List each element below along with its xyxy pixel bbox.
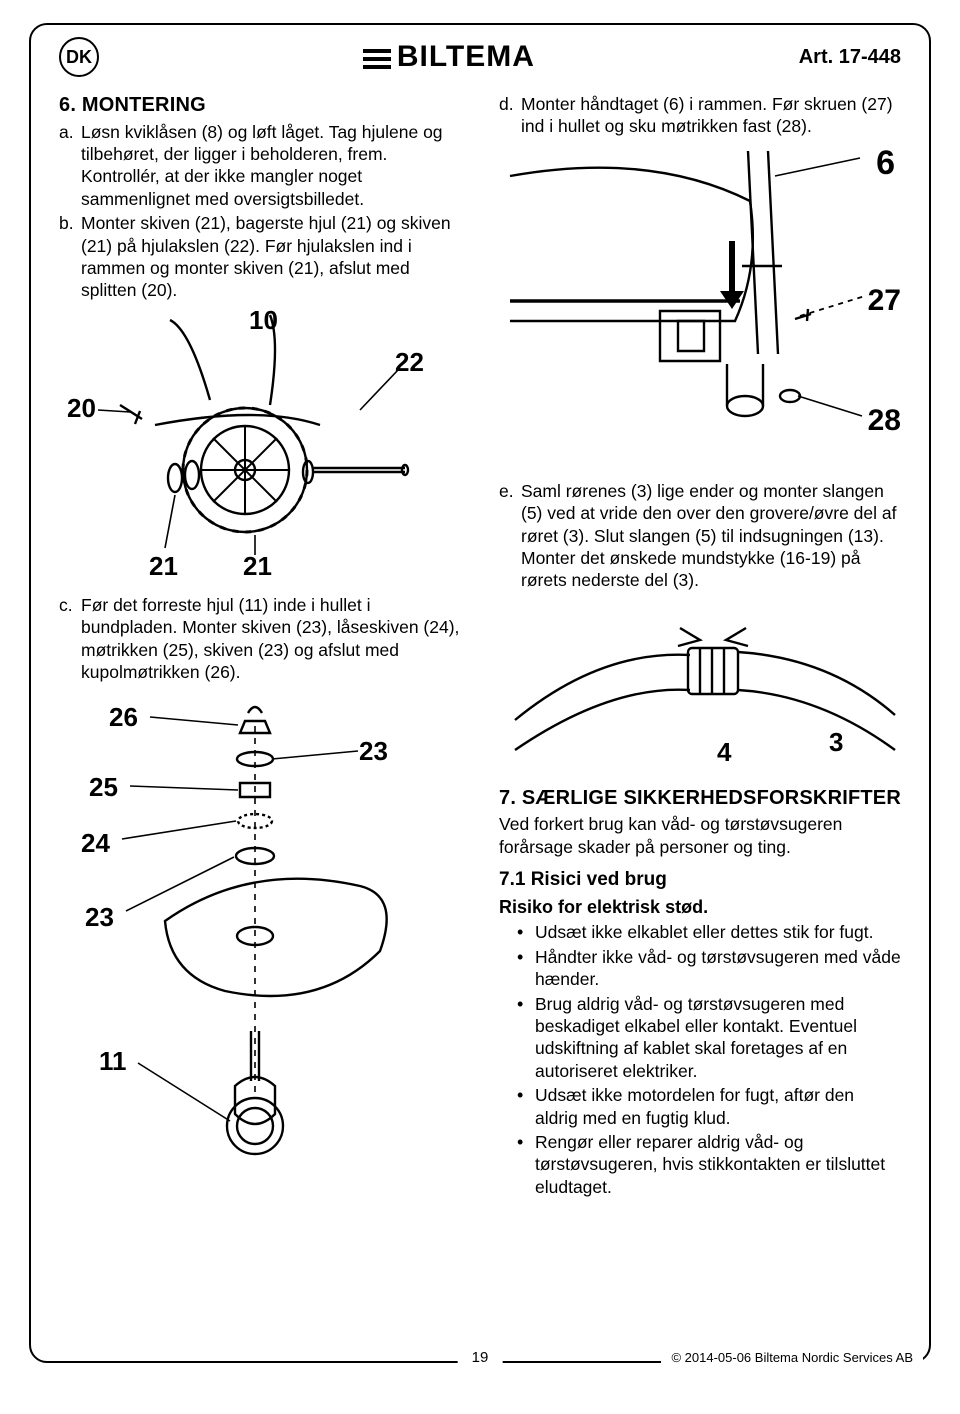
label-22: 22 [395, 346, 424, 379]
label-23a: 23 [359, 735, 388, 768]
checker-flag-icon [363, 45, 391, 69]
content-frame: DK BILTEMA Art. 17-448 6. MONTERING a.Lø… [29, 23, 931, 1363]
page: DK BILTEMA Art. 17-448 6. MONTERING a.Lø… [0, 0, 960, 1414]
label-28: 28 [868, 402, 901, 440]
step-a: a.Løsn kviklåsen (8) og løft låget. Tag … [59, 121, 461, 211]
figure-caster-wheel: 26 23 25 24 23 11 [59, 691, 461, 1171]
label-23b: 23 [85, 901, 114, 934]
page-number: 19 [458, 1349, 503, 1366]
label-25: 25 [89, 771, 118, 804]
risk-heading: Risiko for elektrisk stød. [499, 896, 901, 919]
section-7-intro: Ved forkert brug kan våd- og tørstøvsuge… [499, 813, 901, 858]
brand-logo: BILTEMA [363, 40, 535, 74]
label-21a: 21 [149, 550, 178, 583]
label-26: 26 [109, 701, 138, 734]
figure-handle-mount: 6 27 28 [499, 146, 901, 466]
step-d: d.Monter håndtaget (6) i rammen. Før skr… [499, 93, 901, 138]
label-4: 4 [717, 736, 731, 769]
label-20: 20 [67, 392, 96, 425]
step-e: e.Saml rørenes (3) lige ender og monter … [499, 480, 901, 592]
page-header: DK BILTEMA Art. 17-448 [59, 39, 901, 75]
label-27: 27 [868, 282, 901, 320]
page-footer: 19 © 2014-05-06 Biltema Nordic Services … [31, 1350, 929, 1365]
step-b: b.Monter skiven (21), bagerste hjul (21)… [59, 212, 461, 302]
bullet-item: Udsæt ikke elkablet eller dettes stik fo… [517, 921, 901, 943]
handle-diagram [499, 146, 901, 466]
brand-text: BILTEMA [397, 40, 535, 74]
bullet-item: Udsæt ikke motordelen for fugt, aftør de… [517, 1084, 901, 1129]
mounting-steps-ab: a.Løsn kviklåsen (8) og løft låget. Tag … [59, 121, 461, 302]
mounting-step-c: c.Før det forreste hjul (11) inde i hull… [59, 594, 461, 684]
country-code: DK [66, 47, 92, 68]
bullet-item: Brug aldrig våd- og tørstøvsugeren med b… [517, 993, 901, 1083]
label-3: 3 [829, 726, 843, 759]
bullet-item: Håndter ikke våd- og tørstøvsugeren med … [517, 946, 901, 991]
mounting-step-d: d.Monter håndtaget (6) i rammen. Før skr… [499, 93, 901, 138]
section-6-title: 6. MONTERING [59, 93, 461, 119]
label-21b: 21 [243, 550, 272, 583]
label-10: 10 [249, 304, 278, 337]
step-c: c.Før det forreste hjul (11) inde i hull… [59, 594, 461, 684]
bullet-item: Rengør eller reparer aldrig våd- og tørs… [517, 1131, 901, 1198]
country-badge: DK [59, 37, 99, 77]
left-column: 6. MONTERING a.Løsn kviklåsen (8) og løf… [59, 93, 461, 1323]
caster-diagram [59, 691, 461, 1171]
mounting-step-e: e.Saml rørenes (3) lige ender og monter … [499, 480, 901, 592]
section-7-title: 7. SÆRLIGE SIKKERHEDSFORSKRIFTER [499, 786, 901, 812]
label-6: 6 [876, 142, 895, 186]
figure-hose: 4 3 [499, 600, 901, 770]
two-column-layout: 6. MONTERING a.Løsn kviklåsen (8) og løf… [59, 93, 901, 1323]
right-column: d.Monter håndtaget (6) i rammen. Før skr… [499, 93, 901, 1323]
figure-rear-wheel: 20 10 22 21 21 [59, 310, 461, 580]
label-24: 24 [81, 827, 110, 860]
subsection-7-1: 7.1 Risici ved brug [499, 868, 901, 892]
article-number: Art. 17-448 [799, 46, 901, 69]
risk-bullets: Udsæt ikke elkablet eller dettes stik fo… [499, 921, 901, 1198]
label-11: 11 [99, 1045, 127, 1078]
copyright-text: © 2014-05-06 Biltema Nordic Services AB [661, 1350, 923, 1365]
